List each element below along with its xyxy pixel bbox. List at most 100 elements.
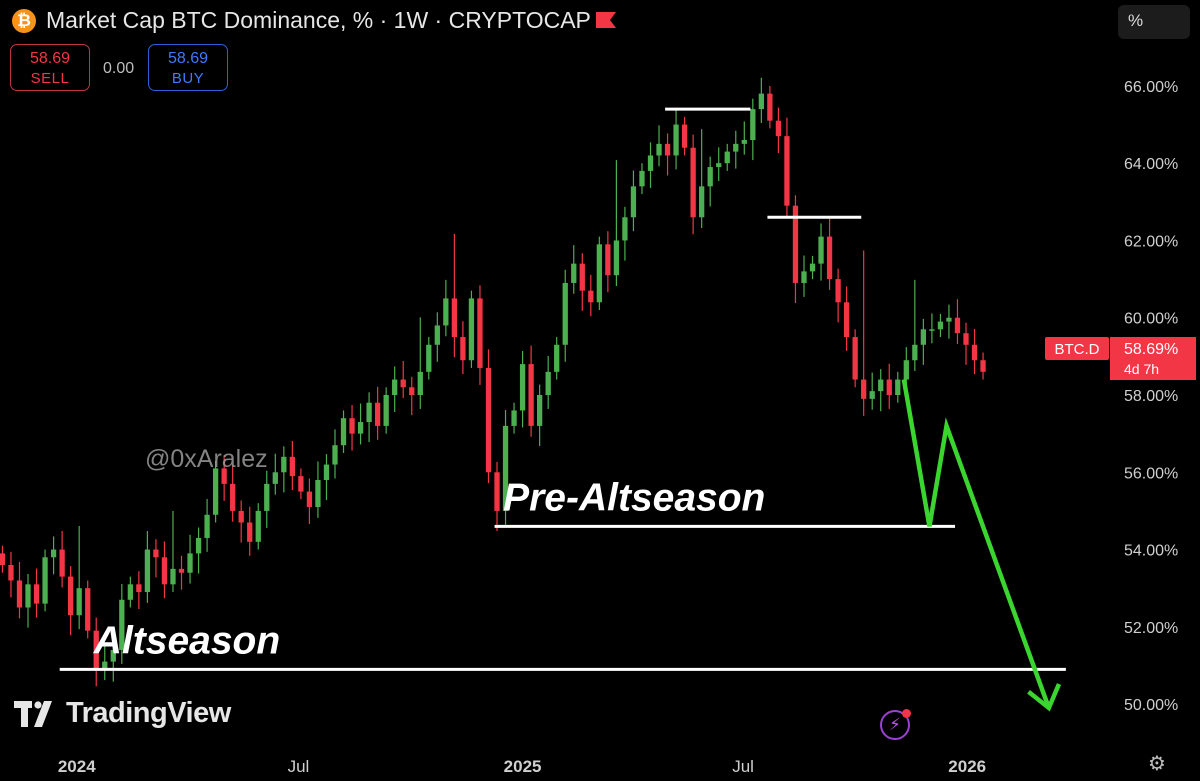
candle-body bbox=[289, 456, 296, 477]
candle-body bbox=[579, 263, 585, 291]
candle-body bbox=[409, 387, 415, 395]
spread-value: 0.00 bbox=[103, 60, 135, 77]
projection-arrowhead bbox=[1027, 683, 1062, 712]
candle-body bbox=[699, 186, 705, 218]
candle-body bbox=[937, 321, 944, 330]
candle-body bbox=[878, 379, 884, 392]
candle-body bbox=[809, 263, 816, 272]
candle-body bbox=[545, 371, 551, 395]
candle-body bbox=[93, 630, 99, 670]
candle-body bbox=[170, 568, 176, 585]
y-tick-label: 52.00% bbox=[1124, 620, 1178, 637]
candle-body bbox=[76, 588, 82, 616]
price-tag-value: 58.69% bbox=[1124, 341, 1178, 358]
candle-body bbox=[306, 491, 313, 508]
y-tick-label: 64.00% bbox=[1124, 156, 1178, 173]
candle-body bbox=[42, 557, 48, 604]
candle-body bbox=[596, 244, 602, 303]
candle-body bbox=[298, 476, 304, 492]
candle-body bbox=[707, 167, 713, 187]
candle-body bbox=[85, 588, 91, 631]
candle-body bbox=[485, 367, 492, 473]
candle-body bbox=[801, 271, 807, 283]
candle-body bbox=[895, 379, 901, 395]
candle-body bbox=[340, 418, 347, 446]
candle-body bbox=[980, 360, 986, 372]
candle-body bbox=[195, 537, 202, 554]
candle-body bbox=[843, 302, 850, 338]
candle-body bbox=[366, 402, 372, 423]
chart-title: Market Cap BTC Dominance, % · 1W · CRYPT… bbox=[46, 7, 591, 33]
bolt-icon[interactable]: ⚡ bbox=[880, 709, 911, 740]
candle-body bbox=[613, 240, 620, 276]
candle-body bbox=[494, 472, 500, 511]
candle-body bbox=[656, 143, 662, 156]
candle-body bbox=[264, 483, 270, 511]
candle-body bbox=[374, 402, 381, 426]
sell-label: SELL bbox=[30, 70, 70, 87]
bitcoin-icon: ₿ bbox=[12, 9, 36, 33]
buy-label: BUY bbox=[171, 70, 205, 87]
percent-scale-button[interactable]: % bbox=[1118, 5, 1190, 39]
candle-body bbox=[323, 464, 330, 480]
candle-body bbox=[690, 147, 696, 218]
candle-body bbox=[724, 151, 730, 164]
candle-body bbox=[784, 136, 790, 206]
x-tick-label: 2024 bbox=[58, 757, 96, 776]
candle-body bbox=[238, 510, 244, 523]
candle-body bbox=[963, 333, 969, 345]
candle-body bbox=[127, 584, 133, 600]
candle-body bbox=[775, 120, 782, 137]
candle-body bbox=[929, 329, 935, 331]
candle-body bbox=[519, 364, 526, 411]
candle-body bbox=[460, 337, 466, 361]
candle-body bbox=[733, 143, 739, 152]
buy-button[interactable]: 58.69 BUY bbox=[148, 44, 228, 91]
candle-body bbox=[605, 244, 611, 276]
symbol-tag-box bbox=[1045, 337, 1109, 360]
gear-icon[interactable]: ⚙ bbox=[1148, 753, 1166, 775]
candle-body bbox=[187, 553, 193, 573]
price-tag-countdown: 4d 7h bbox=[1124, 361, 1159, 377]
candle-body bbox=[630, 186, 637, 218]
candle-body bbox=[818, 236, 824, 264]
candle-body bbox=[255, 510, 261, 542]
candle-body bbox=[102, 661, 108, 670]
candle-body bbox=[221, 468, 227, 484]
candle-body bbox=[8, 565, 14, 581]
candle-body bbox=[212, 468, 219, 515]
candle-body bbox=[281, 456, 287, 473]
candle-body bbox=[571, 263, 577, 283]
y-tick-label: 62.00% bbox=[1124, 233, 1178, 250]
y-tick-label: 50.00% bbox=[1124, 697, 1178, 714]
candle-body bbox=[230, 483, 236, 511]
price-tag-box bbox=[1110, 337, 1196, 380]
candle-body bbox=[750, 109, 756, 140]
y-tick-label: 56.00% bbox=[1124, 465, 1178, 482]
candle-body bbox=[588, 290, 594, 303]
candle-body bbox=[971, 344, 978, 361]
candle-body bbox=[886, 379, 892, 395]
x-tick-label: 2026 bbox=[948, 757, 986, 776]
candle-body bbox=[920, 329, 927, 345]
candle-body bbox=[954, 317, 961, 334]
tradingview-logo: TradingView bbox=[14, 697, 254, 731]
y-tick-label: 60.00% bbox=[1124, 311, 1178, 328]
candle-body bbox=[826, 236, 833, 280]
candle-body bbox=[161, 557, 168, 585]
candle-body bbox=[741, 140, 747, 144]
candle-body bbox=[178, 568, 185, 573]
y-tick-label: 58.00% bbox=[1124, 388, 1178, 405]
candles bbox=[0, 77, 986, 687]
x-tick-label: Jul bbox=[732, 757, 754, 776]
candle-body bbox=[50, 549, 57, 558]
candle-body bbox=[357, 422, 364, 434]
candle-body bbox=[664, 143, 671, 156]
candle-body bbox=[716, 163, 722, 168]
candle-body bbox=[332, 445, 338, 465]
sell-button[interactable]: 58.69 SELL bbox=[10, 44, 90, 91]
annotations: Pre-Altseason Altseason bbox=[93, 476, 766, 662]
y-tick-label: 66.00% bbox=[1124, 79, 1178, 96]
candle-body bbox=[767, 93, 773, 121]
